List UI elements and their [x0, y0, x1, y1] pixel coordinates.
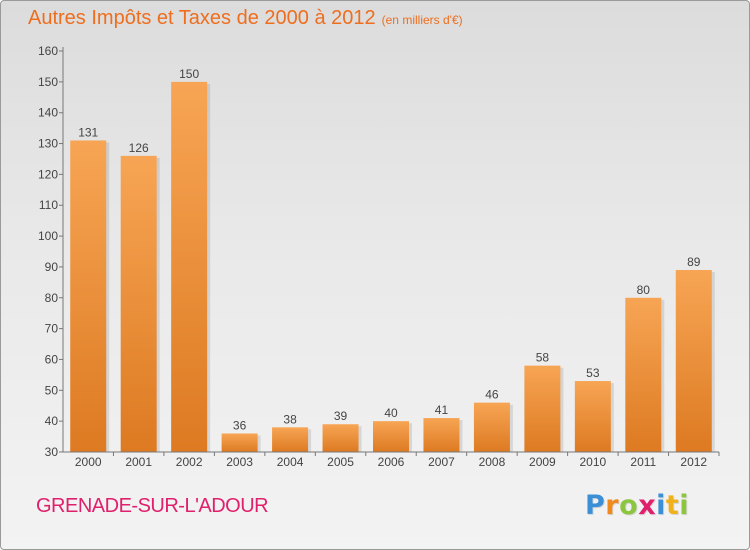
logo-letter: i: [679, 490, 690, 521]
logo-letter: i: [656, 490, 666, 521]
bar-2005: [322, 424, 359, 452]
x-tick-label: 2008: [479, 455, 506, 469]
chart-title: Autres Impôts et Taxes de 2000 à 2012 (en…: [28, 7, 463, 30]
y-tick-label: 130: [38, 137, 58, 151]
data-label-2004: 38: [283, 412, 297, 426]
y-tick-label: 100: [38, 229, 58, 243]
x-tick-label: 2005: [327, 455, 354, 469]
proxiti-logo: Proxiti: [585, 490, 689, 521]
x-tick-label: 2006: [378, 455, 405, 469]
y-tick-label: 80: [45, 291, 59, 305]
place-name: GRENADE-SUR-L'ADOUR: [36, 495, 269, 517]
x-tick-label: 2010: [579, 455, 606, 469]
data-label-2002: 150: [179, 67, 199, 81]
data-label-2001: 126: [129, 141, 149, 155]
bar-2003: [221, 433, 258, 452]
bar-2011: [625, 297, 662, 452]
data-label-2006: 40: [384, 406, 398, 420]
x-tick-label: 2002: [176, 455, 203, 469]
y-tick-label: 160: [38, 44, 58, 58]
y-tick-label: 110: [39, 198, 58, 212]
data-label-2000: 131: [78, 125, 98, 139]
y-tick-label: 120: [38, 167, 58, 181]
chart-unit: (en milliers d'€): [381, 13, 463, 27]
bar-2001: [120, 155, 157, 452]
logo-letter: t: [665, 490, 680, 521]
bar-2004: [272, 427, 309, 452]
data-label-2012: 89: [687, 255, 701, 269]
data-label-2007: 41: [435, 403, 449, 417]
x-tick-label: 2009: [529, 455, 556, 469]
y-tick-label: 40: [45, 414, 59, 428]
bar-2000: [70, 140, 107, 452]
bar-2002: [171, 81, 208, 452]
x-tick-label: 2000: [75, 455, 102, 469]
bar-2006: [373, 421, 409, 452]
y-tick-label: 150: [38, 75, 58, 89]
logo-letter: P: [585, 490, 606, 521]
x-tick-label: 2007: [428, 455, 455, 469]
data-label-2010: 53: [586, 366, 600, 380]
data-label-2008: 46: [485, 388, 499, 402]
logo-letter: r: [605, 490, 620, 521]
x-tick-label: 2004: [277, 455, 304, 469]
bar-2008: [473, 402, 510, 452]
y-tick-label: 30: [45, 445, 59, 459]
x-tick-label: 2012: [680, 455, 707, 469]
bar-2009: [524, 365, 561, 452]
y-tick-label: 140: [38, 106, 58, 120]
y-tick-label: 60: [45, 352, 59, 366]
chart-title-text: Autres Impôts et Taxes de 2000 à 2012: [28, 7, 376, 29]
bar-2010: [574, 381, 611, 452]
bar-2007: [423, 418, 460, 452]
data-label-2011: 80: [637, 283, 651, 297]
logo-letter: o: [619, 490, 639, 521]
y-tick-label: 70: [45, 322, 59, 336]
data-label-2005: 39: [334, 409, 348, 423]
data-label-2009: 58: [536, 351, 550, 365]
y-tick-label: 50: [45, 383, 59, 397]
logo-letter: x: [638, 490, 657, 521]
y-tick-label: 90: [45, 260, 59, 274]
x-tick-label: 2011: [630, 455, 656, 469]
data-label-2003: 36: [233, 418, 247, 432]
x-tick-label: 2003: [226, 455, 253, 469]
x-tick-label: 2001: [125, 455, 152, 469]
bar-2012: [675, 270, 712, 452]
